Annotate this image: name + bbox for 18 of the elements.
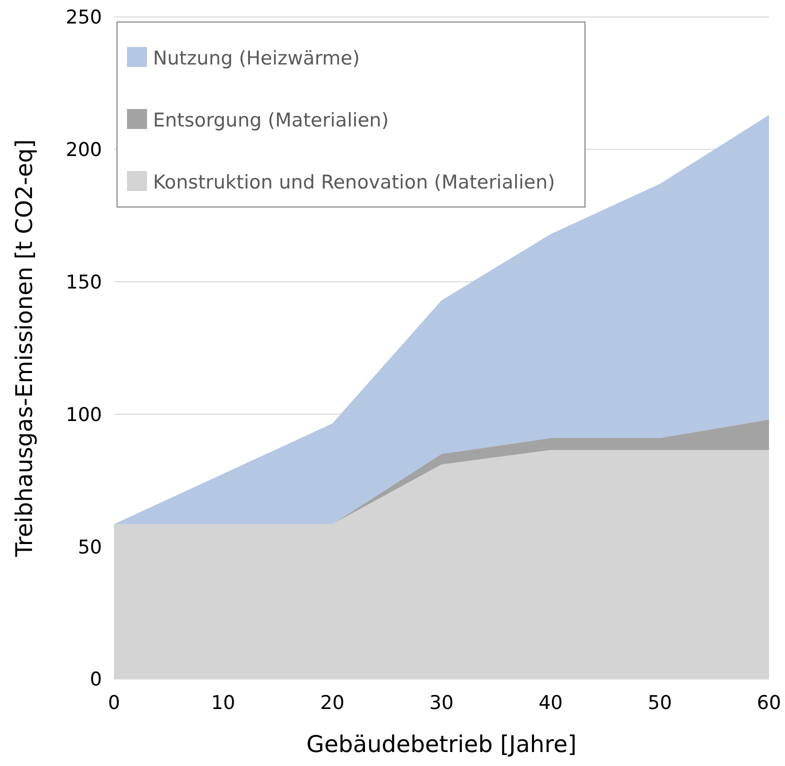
x-tick-label: 60 bbox=[756, 692, 782, 714]
legend-label: Entsorgung (Materialien) bbox=[153, 110, 389, 132]
legend-label: Konstruktion und Renovation (Materialien) bbox=[153, 172, 556, 194]
y-tick-label: 100 bbox=[66, 404, 102, 426]
x-tick-label: 40 bbox=[538, 692, 563, 714]
y-tick-label: 50 bbox=[78, 536, 102, 558]
y-tick-label: 0 bbox=[90, 668, 102, 691]
x-axis-title: Gebäudebetrieb [Jahre] bbox=[306, 732, 577, 758]
y-axis-title: Treibhausgas-Emissionen [t CO2-eq] bbox=[12, 139, 38, 558]
y-tick-label: 200 bbox=[66, 139, 102, 162]
x-tick-label: 0 bbox=[108, 692, 120, 714]
legend-label: Nutzung (Heizwärme) bbox=[153, 48, 360, 70]
x-tick-label: 20 bbox=[320, 692, 344, 714]
y-tick-label: 150 bbox=[66, 271, 102, 294]
x-tick-label: 30 bbox=[429, 692, 454, 714]
x-tick-label: 10 bbox=[211, 692, 236, 714]
y-tick-label: 250 bbox=[66, 6, 102, 29]
x-tick-label: 50 bbox=[648, 692, 672, 714]
